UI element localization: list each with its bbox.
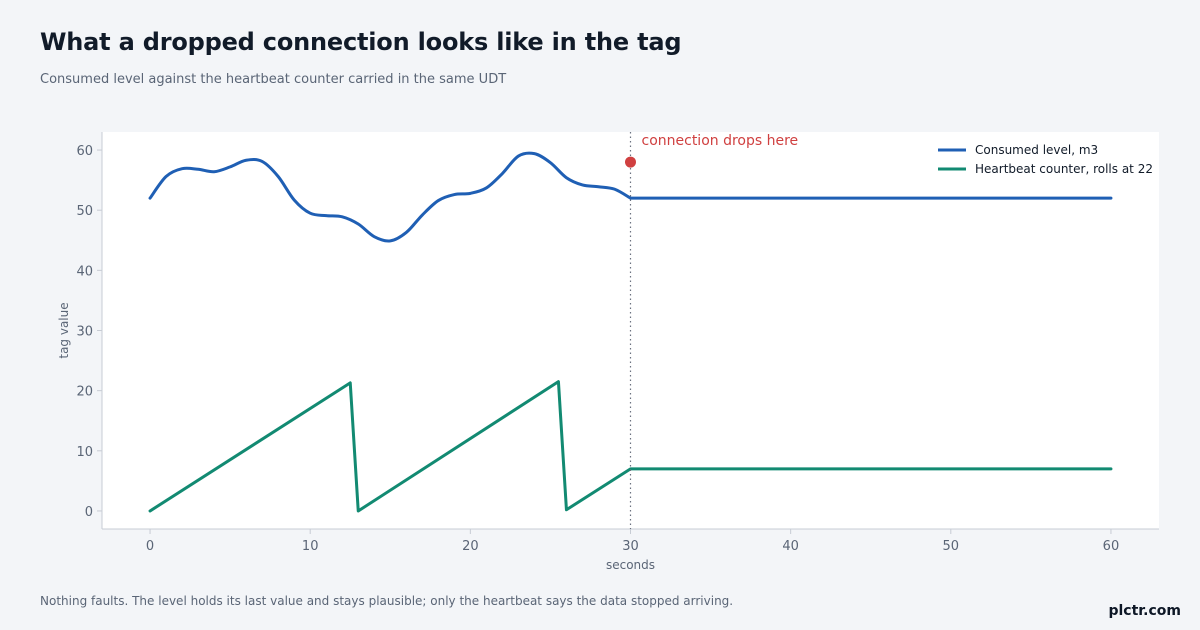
connection-drop-marker [625, 156, 636, 168]
x-tick-label: 20 [462, 539, 479, 554]
x-tick-label: 60 [1103, 539, 1120, 554]
connection-drop-annotation: connection drops here [642, 133, 799, 149]
y-tick-label: 10 [76, 445, 93, 460]
legend-label-heartbeat: Heartbeat counter, rolls at 22 [975, 162, 1153, 176]
y-tick-label: 20 [76, 385, 93, 400]
x-tick-label: 10 [302, 539, 319, 554]
y-axis-label: tag value [57, 302, 71, 358]
y-tick-label: 50 [76, 204, 93, 219]
x-tick-label: 0 [146, 539, 154, 554]
chart-title: What a dropped connection looks like in … [40, 28, 682, 56]
y-tick-label: 40 [76, 264, 93, 279]
x-tick-label: 40 [782, 539, 799, 554]
x-tick-label: 50 [943, 539, 960, 554]
footnote: Nothing faults. The level holds its last… [40, 594, 734, 608]
y-tick-label: 60 [76, 144, 93, 159]
consumed-level-line [148, 151, 1113, 243]
y-tick-label: 30 [76, 325, 93, 340]
heartbeat-counter-line [148, 380, 1113, 513]
brand-logo[interactable]: plctr.com [1108, 603, 1181, 619]
legend-label-consumed-level: Consumed level, m3 [975, 143, 1098, 157]
chart-subtitle: Consumed level against the heartbeat cou… [40, 72, 507, 87]
y-tick-label: 0 [85, 505, 93, 520]
x-axis-label: seconds [606, 558, 655, 572]
x-tick-label: 30 [622, 539, 639, 554]
